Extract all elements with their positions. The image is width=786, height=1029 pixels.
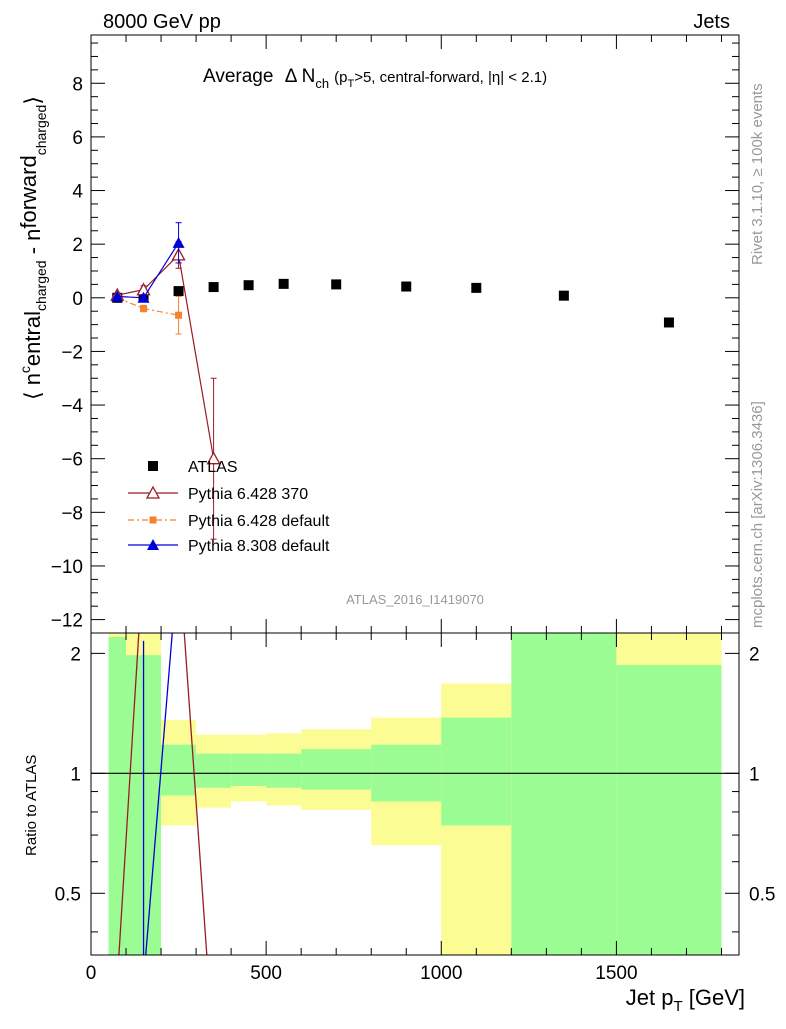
- ratio-band-green: [266, 753, 302, 788]
- data-point-atlas: [558, 290, 569, 301]
- data-point-atlas: [401, 281, 412, 292]
- data-point-atlas: [471, 282, 482, 293]
- legend-marker-atlas: [148, 461, 158, 471]
- title-delta: Δ N: [285, 66, 316, 87]
- ratio-band-green: [161, 744, 197, 796]
- xlabel-main: Jet p: [626, 985, 674, 1010]
- title-rest: >5, central-forward, |η| < 2.1): [354, 69, 547, 86]
- ratio-panel: Ratio to ATLAS Jet pT [GeV]: [23, 632, 745, 1015]
- title-main: Average: [203, 66, 273, 87]
- data-point-atlas: [331, 279, 342, 290]
- legend-marker-py8-default: [147, 539, 159, 550]
- xlabel-sub: T: [673, 998, 682, 1015]
- ylabel-close: ⟩: [20, 96, 45, 105]
- ratio-y-tick-label-right: 0.5: [749, 884, 775, 905]
- ylabel-entral: entral: [20, 311, 45, 366]
- x-tick-label: 1500: [595, 963, 637, 984]
- header-right: Jets: [693, 11, 730, 33]
- ratio-band-green: [196, 753, 232, 788]
- analysis-watermark: ATLAS_2016_I1419070: [346, 592, 484, 607]
- ylabel-forward: forward: [16, 155, 41, 228]
- ratio-y-tick-label: 1: [70, 764, 81, 785]
- legend: ATLAS Pythia 6.428 370 Pythia 6.428 defa…: [128, 459, 330, 555]
- data-point-py8-default: [111, 290, 124, 302]
- main-plot-area: [110, 222, 674, 540]
- legend-entry-py6-370: Pythia 6.428 370: [128, 485, 308, 503]
- data-point-py8-default: [137, 291, 150, 303]
- main-title: Average Δ Nch (pT>5, central-forward, |η|…: [203, 66, 547, 91]
- legend-label-py6-370: Pythia 6.428 370: [188, 486, 308, 503]
- legend-label-py6-default: Pythia 6.428 default: [188, 513, 330, 530]
- data-point-atlas: [663, 317, 674, 328]
- legend-entry-py8-default: Pythia 8.308 default: [128, 538, 330, 555]
- ratio-line: [145, 633, 173, 955]
- x-tick-label: 500: [250, 963, 282, 984]
- x-axis-label: Jet pT [GeV]: [626, 985, 745, 1015]
- legend-entry-py6-default: Pythia 6.428 default: [128, 513, 330, 530]
- rivet-label: Rivet 3.1.10, ≥ 100k events: [749, 83, 766, 265]
- ratio-line: [118, 633, 208, 955]
- data-point-atlas: [278, 278, 289, 289]
- axes: −12 −10 −8 −6 −4 −2 0 2 4 6 8 0 500 1000 1500 0.5 0.5 1 1 2…: [51, 35, 775, 984]
- main-y-tick-label: −12: [51, 611, 83, 632]
- legend-marker-py6-370: [145, 485, 161, 499]
- ratio-band-green: [301, 749, 372, 790]
- data-point-py6-370: [206, 451, 221, 465]
- ratio-y-tick-label-right: 1: [749, 764, 760, 785]
- ylabel-sup-c: c: [17, 366, 33, 373]
- ratio-y-tick-label-right: 2: [749, 644, 760, 665]
- ratio-band-green: [511, 633, 617, 955]
- xlabel-unit: [GeV]: [683, 985, 745, 1010]
- main-y-tick-label: 0: [72, 289, 83, 310]
- x-tick-label: 0: [86, 963, 97, 984]
- series-line: [117, 253, 215, 459]
- main-y-tick-label: 8: [72, 74, 83, 95]
- ylabel-sub-charged-1: charged: [33, 260, 49, 311]
- legend-marker-py6-default: [149, 516, 157, 524]
- main-y-tick-label: 4: [72, 182, 83, 203]
- header-left: 8000 GeV pp: [103, 11, 221, 33]
- main-y-tick-label: −6: [61, 450, 83, 471]
- data-point-py6-default: [140, 305, 148, 313]
- main-y-tick-label: −8: [61, 503, 83, 524]
- main-y-tick-label: 6: [72, 128, 83, 149]
- data-point-atlas: [208, 282, 219, 293]
- ratio-band-green: [231, 753, 267, 786]
- main-y-tick-label: −2: [61, 342, 83, 363]
- main-y-axis-label: ⟨ ncentralcharged - nforwardcharged⟩: [16, 96, 49, 400]
- legend-label-py8-default: Pythia 8.308 default: [188, 538, 330, 555]
- ratio-band-green: [616, 665, 722, 955]
- main-panel: Average Δ Nch (pT>5, central-forward, |η|…: [16, 34, 740, 634]
- series-line: [117, 242, 180, 299]
- title-sub-t: T: [347, 78, 354, 90]
- x-tick-label: 1000: [420, 963, 462, 984]
- ratio-plot-area: [91, 633, 739, 955]
- ratio-band-green: [108, 636, 127, 955]
- ylabel-sub-charged-2: charged: [33, 105, 49, 156]
- legend-entry-atlas: ATLAS: [148, 459, 238, 476]
- data-point-py8-default: [172, 236, 185, 248]
- ylabel-minus: - n: [20, 229, 45, 261]
- ylabel-open: ⟨ n: [20, 373, 45, 400]
- ratio-y-tick-label: 0.5: [55, 884, 81, 905]
- data-point-py6-default: [175, 311, 183, 319]
- mcplots-label: mcplots.cern.ch [arXiv:1306.3436]: [749, 401, 766, 628]
- title-sub-ch: ch: [315, 76, 329, 91]
- main-y-tick-label: 2: [72, 235, 83, 256]
- ratio-y-axis-label: Ratio to ATLAS: [23, 755, 40, 856]
- title-paren-open: (p: [334, 69, 347, 86]
- main-y-tick-label: −4: [61, 396, 83, 417]
- ratio-y-tick-label: 2: [70, 644, 81, 665]
- main-y-tick-label: −10: [51, 557, 83, 578]
- ratio-frame: [90, 632, 740, 956]
- ratio-band-green: [441, 717, 512, 826]
- data-point-atlas: [243, 280, 254, 291]
- legend-label-atlas: ATLAS: [188, 459, 238, 476]
- data-point-atlas: [173, 286, 184, 297]
